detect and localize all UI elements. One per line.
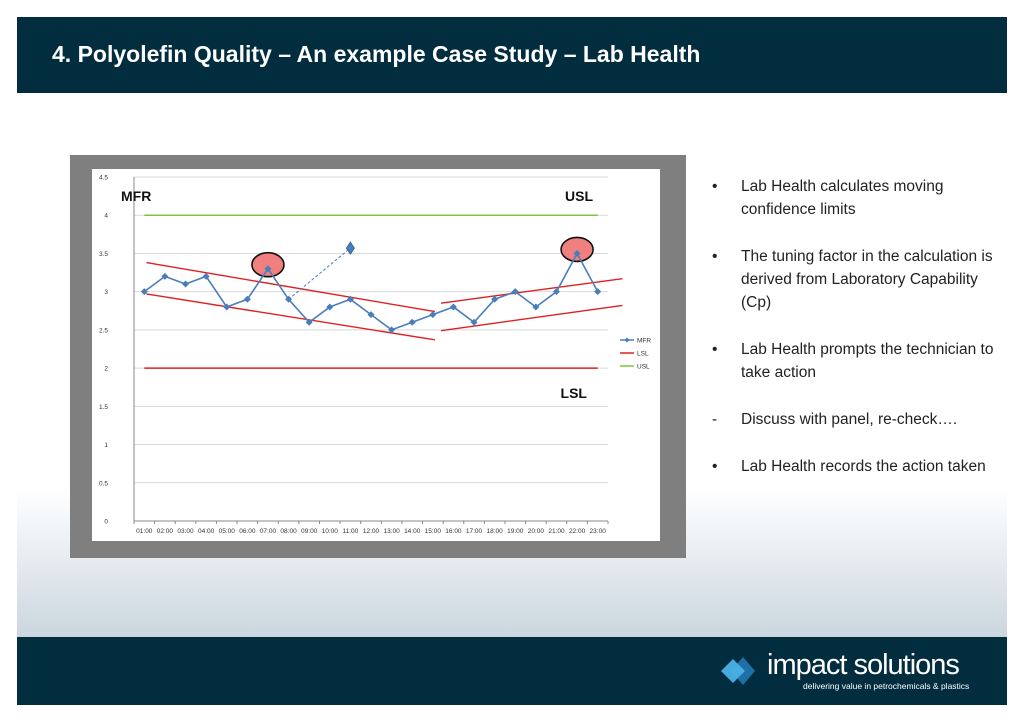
- mfr-point: [511, 288, 519, 296]
- bullet-text: Lab Health calculates moving confidence …: [741, 178, 944, 218]
- bullet-text: The tuning factor in the calculation is …: [741, 248, 993, 311]
- y-tick-label: 3: [104, 289, 108, 296]
- mfr-point: [243, 295, 251, 303]
- x-tick-label: 01:00: [136, 528, 153, 535]
- dash-marker: -: [712, 411, 718, 428]
- mfr-point: [346, 295, 354, 303]
- x-tick-label: 09:00: [301, 528, 318, 535]
- y-tick-label: 4: [104, 213, 108, 220]
- footer-bar: impact solutions delivering value in pet…: [17, 637, 1007, 705]
- x-tick-label: 18:00: [487, 528, 504, 535]
- bullet-text: Discuss with panel, re-check….: [741, 411, 958, 428]
- legend-label: MFR: [637, 338, 651, 345]
- x-tick-label: 22:00: [569, 528, 586, 535]
- x-tick-label: 15:00: [425, 528, 442, 535]
- mfr-point: [573, 249, 581, 257]
- legend-marker: [624, 337, 630, 343]
- x-tick-label: 17:00: [466, 528, 483, 535]
- bullet-marker: •: [712, 178, 718, 195]
- x-tick-label: 04:00: [198, 528, 215, 535]
- annotation-label: USL: [565, 188, 593, 204]
- mfr-point: [388, 326, 396, 334]
- chart-area: 0 0.5 1 1.5 2 2.5 3 3.5 4 4.5 01:00 02:00 03:00 04:00…: [92, 169, 660, 541]
- y-tick-label: 0.5: [99, 480, 108, 487]
- y-tick-label: 2: [104, 366, 108, 373]
- bullet-text: Lab Health records the action taken: [741, 458, 986, 475]
- highlight-circle: [560, 236, 594, 263]
- bullet-item: - Discuss with panel, re-check….: [704, 408, 994, 431]
- mfr-point: [182, 280, 190, 288]
- bullet-text: Lab Health prompts the technician to tak…: [741, 341, 994, 381]
- x-tick-label: 19:00: [507, 528, 524, 535]
- mfr-point: [326, 303, 334, 311]
- lower-confidence-line: [440, 304, 623, 332]
- mfr-point: [408, 318, 416, 326]
- company-logo: impact solutions delivering value in pet…: [719, 649, 979, 691]
- y-tick-label: 4.5: [99, 175, 108, 182]
- legend-label: USL: [637, 364, 650, 371]
- x-tick-label: 11:00: [342, 528, 358, 535]
- y-tick-label: 0: [104, 519, 108, 526]
- x-tick-label: 03:00: [177, 528, 194, 535]
- bullet-item: • Lab Health records the action taken: [704, 455, 994, 478]
- outlier-point: [345, 241, 355, 255]
- bullet-item: • The tuning factor in the calculation is…: [704, 245, 994, 314]
- page-title: 4. Polyolefin Quality – An example Case …: [52, 41, 701, 67]
- bullet-marker: •: [712, 458, 718, 475]
- bullet-item: • Lab Health calculates moving confidence…: [704, 175, 994, 221]
- mfr-point: [532, 303, 540, 311]
- annotation-label: MFR: [121, 188, 151, 204]
- bullet-list: • Lab Health calculates moving confidence…: [704, 175, 994, 502]
- x-tick-label: 10:00: [322, 528, 339, 535]
- mfr-point: [305, 318, 313, 326]
- mfr-point: [594, 288, 602, 296]
- mfr-point: [285, 295, 293, 303]
- mfr-point: [429, 311, 437, 319]
- y-tick-label: 2.5: [99, 327, 108, 334]
- x-tick-label: 23:00: [590, 528, 607, 535]
- header-bar: 4. Polyolefin Quality – An example Case …: [17, 17, 1007, 93]
- upper-confidence-line: [146, 261, 436, 313]
- mfr-point: [223, 303, 231, 311]
- logo-tagline: delivering value in petrochemicals & pla…: [803, 681, 970, 691]
- y-tick-label: 3.5: [99, 251, 108, 258]
- logo-name: impact solutions: [767, 649, 960, 681]
- x-tick-label: 07:00: [260, 528, 277, 535]
- outlier-connector: [288, 247, 351, 300]
- mfr-point: [491, 295, 499, 303]
- x-tick-label: 16:00: [445, 528, 462, 535]
- bullet-marker: •: [712, 248, 718, 265]
- mfr-point: [470, 318, 478, 326]
- mfr-point: [264, 265, 272, 273]
- x-tick-label: 02:00: [157, 528, 174, 535]
- mfr-point: [140, 288, 148, 296]
- bullet-marker: •: [712, 341, 718, 358]
- legend-label: LSL: [637, 351, 649, 358]
- y-tick-label: 1.5: [99, 404, 108, 411]
- x-tick-label: 14:00: [404, 528, 421, 535]
- mfr-point: [449, 303, 457, 311]
- lower-confidence-line: [146, 293, 435, 341]
- x-tick-label: 13:00: [383, 528, 400, 535]
- mfr-control-chart: 0 0.5 1 1.5 2 2.5 3 3.5 4 4.5 01:00 02:00 03:00 04:00…: [99, 175, 651, 536]
- y-tick-label: 1: [104, 442, 108, 449]
- bullet-item: • Lab Health prompts the technician to ta…: [704, 338, 994, 384]
- logo-diamond-icon: [721, 657, 755, 685]
- x-tick-label: 20:00: [528, 528, 545, 535]
- mfr-point: [202, 272, 210, 280]
- x-tick-label: 21:00: [548, 528, 565, 535]
- x-tick-label: 06:00: [239, 528, 256, 535]
- x-tick-label: 08:00: [280, 528, 297, 535]
- annotation-label: LSL: [561, 385, 588, 401]
- mfr-point: [552, 288, 560, 296]
- mfr-point: [367, 311, 375, 319]
- x-tick-label: 12:00: [363, 528, 380, 535]
- highlight-circle: [251, 251, 285, 278]
- x-tick-label: 05:00: [219, 528, 236, 535]
- mfr-point: [161, 272, 169, 280]
